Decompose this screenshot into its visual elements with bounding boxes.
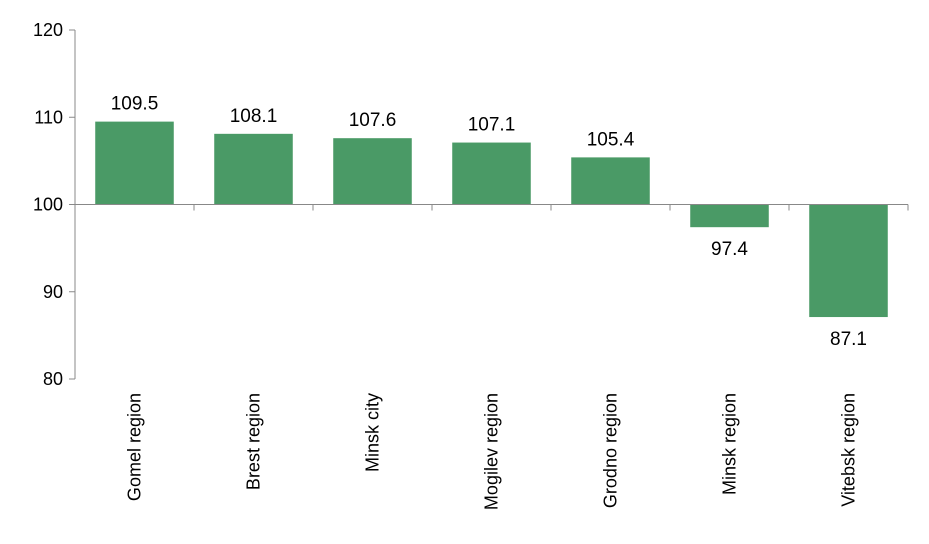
category-labels: Gomel region Brest region Minsk city Mogile… <box>125 393 859 510</box>
y-tick-label: 100 <box>33 195 63 215</box>
data-label: 97.4 <box>711 239 748 260</box>
data-label: 108.1 <box>230 106 278 127</box>
bar <box>452 142 531 205</box>
bar <box>95 121 174 205</box>
bar <box>333 138 412 205</box>
category-label: Vitebsk region <box>839 393 859 507</box>
category-label: Mogilev region <box>482 393 502 510</box>
bar <box>214 133 293 205</box>
x-axis <box>74 204 909 211</box>
bar <box>571 157 650 205</box>
category-label: Minsk city <box>363 393 383 472</box>
category-label: Brest region <box>244 393 264 490</box>
data-label: 107.1 <box>468 115 516 136</box>
data-label: 109.5 <box>111 94 159 115</box>
y-tick-label: 90 <box>43 282 63 302</box>
y-axis: 80 90 100 110 120 <box>33 20 76 389</box>
y-tick-label: 120 <box>33 20 63 40</box>
bar <box>809 204 888 318</box>
data-label: 107.6 <box>349 110 397 131</box>
data-labels: 109.5 108.1 107.6 107.1 105.4 97.4 87.1 <box>111 94 867 350</box>
category-label: Grodno region <box>601 393 621 508</box>
y-tick-label: 80 <box>43 369 63 389</box>
bars <box>95 121 888 318</box>
category-label: Gomel region <box>125 393 145 501</box>
category-label: Minsk region <box>720 393 740 495</box>
data-label: 105.4 <box>587 129 635 150</box>
y-tick-label: 110 <box>34 107 63 127</box>
data-label: 87.1 <box>830 329 867 350</box>
bar <box>690 204 769 228</box>
